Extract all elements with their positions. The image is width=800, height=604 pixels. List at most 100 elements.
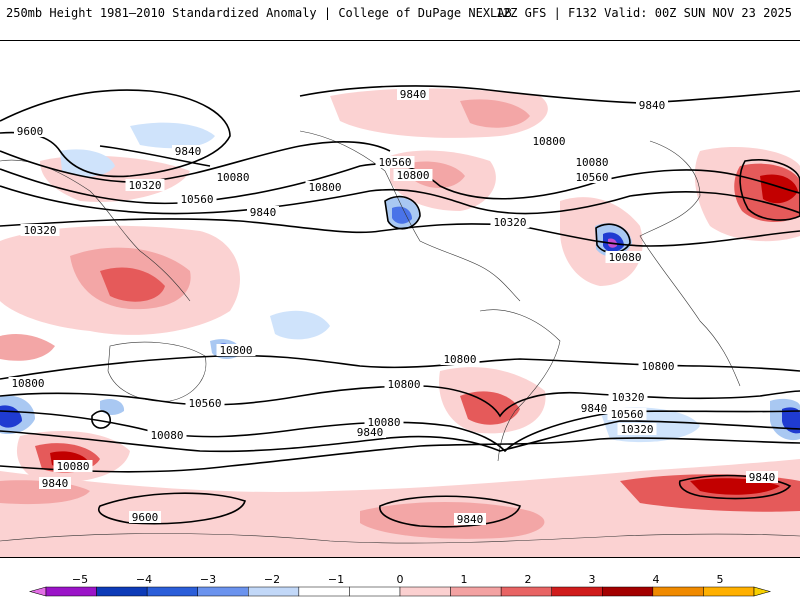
contour-9600-sh: [98, 492, 246, 525]
contour-label: 10320: [611, 391, 644, 404]
contour-label-bg: [608, 391, 648, 403]
contour-label-bg: [20, 224, 60, 236]
contour-label-bg: [305, 181, 345, 193]
contour-label-bg: [638, 360, 678, 372]
contour-label: 10080: [575, 156, 608, 169]
colorbar-tip-low: [28, 586, 47, 597]
colorbar-segment: [551, 586, 603, 597]
coast-south-america: [479, 309, 561, 462]
contour-10800-sh: [0, 354, 800, 380]
neg-anomaly-east-south-core: [782, 407, 800, 434]
contour-label: 9840: [42, 477, 69, 490]
colorbar-segment: [652, 586, 704, 597]
contour-label-bg: [607, 408, 647, 420]
colorbar-segment: [450, 586, 502, 597]
pos-anomaly-antarctic-mid: [360, 502, 545, 539]
contour-label: 10560: [188, 397, 221, 410]
contour-label: 10080: [367, 416, 400, 429]
contour-label: 10800: [396, 169, 429, 182]
contour-label-bg: [393, 169, 433, 181]
pos-anomaly-america-core: [410, 161, 465, 188]
contour-9840-se-ring: [678, 474, 792, 500]
contour-label: 10560: [180, 193, 213, 206]
contour-label-bg: [8, 377, 48, 389]
header: 250mb Height 1981–2010 Standardized Anom…: [0, 0, 800, 28]
contour-label: 9840: [357, 426, 384, 439]
colorbar-segment: [146, 586, 198, 597]
contour-label-bg: [529, 135, 569, 147]
contour-label-bg: [397, 88, 429, 100]
contour-label: 9840: [581, 402, 608, 415]
neg-anomaly-north-pacific: [130, 122, 215, 149]
contour-label: 10800: [532, 135, 565, 148]
neg-anomaly-ross: [100, 399, 125, 415]
contour-label: 10560: [378, 156, 411, 169]
contour-label-bg: [572, 171, 612, 183]
colorbar-segment: [349, 586, 401, 597]
pos-anomaly-maritime-core: [100, 267, 165, 302]
contour-label-bg: [129, 511, 161, 523]
colorbar-tip-high: [753, 586, 772, 597]
colorbar: −5 −4 −3 −2 −1 0 1 2 3 4 5: [0, 568, 800, 600]
contour-10800-nh: [0, 218, 800, 247]
colorbar-tick-label: 3: [589, 573, 596, 586]
contour-label: 9840: [639, 99, 666, 112]
colorbar-tick-label: −2: [264, 573, 280, 586]
colorbar-scale: −5 −4 −3 −2 −1 0 1 2 3 4 5: [28, 573, 772, 597]
colorbar-segment: [248, 586, 300, 597]
contour-label: 10800: [308, 181, 341, 194]
contour-label: 9840: [175, 145, 202, 158]
contour-label: 10080: [216, 171, 249, 184]
coast-antarctica: [0, 533, 800, 544]
contour-label-bg: [605, 251, 645, 263]
contour-9840-south-ring: [379, 495, 521, 528]
contour-label-bg: [177, 193, 217, 205]
contour-label-bg: [490, 216, 530, 228]
contour-9840-sh: [0, 437, 800, 473]
neg-anomaly-west-pacific: [60, 149, 115, 177]
colorbar-tick-label: −4: [136, 573, 152, 586]
contour-label: 10800: [641, 360, 674, 373]
contour-label-bg: [216, 344, 256, 356]
contour-label: 10080: [608, 251, 641, 264]
contour-9840-arctic: [299, 85, 800, 104]
contour-labels: 9840984096009840100801032010560108001080…: [8, 88, 778, 526]
colorbar-tick-label: −3: [200, 573, 216, 586]
contour-label: 10320: [620, 423, 653, 436]
colorbar-segment: [298, 586, 350, 597]
contour-label-bg: [185, 397, 225, 409]
contour-9600: [99, 145, 211, 167]
pos-anomaly-south-america-core: [460, 391, 520, 425]
contour-label-bg: [147, 429, 187, 441]
colorbar-tick-label: 0: [397, 573, 404, 586]
contour-label: 9600: [17, 125, 44, 138]
contour-azores-ring: [595, 223, 631, 254]
contour-europe-ring: [739, 159, 800, 221]
colorbar-segment: [399, 586, 451, 597]
colorbar-segment: [96, 586, 148, 597]
contour-label-bg: [375, 156, 415, 168]
contour-10080-nh: [0, 141, 391, 183]
contour-9840-north: [0, 89, 231, 178]
colorbar-segment: [602, 586, 654, 597]
contour-10560-nh: [0, 185, 800, 215]
contour-label-bg: [172, 145, 204, 157]
pos-anomaly-europe-core: [760, 174, 798, 204]
contour-label-bg: [454, 513, 486, 525]
product-title: 250mb Height 1981–2010 Standardized Anom…: [6, 6, 512, 20]
contour-label-bg: [617, 423, 657, 435]
contour-label-bg: [746, 471, 778, 483]
contour-label: 10560: [575, 171, 608, 184]
colorbar-tick-label: 1: [461, 573, 468, 586]
anomaly-map: 9840984096009840100801032010560108001080…: [0, 85, 800, 557]
coast-europe-africa: [639, 140, 741, 387]
contour-label: 10800: [387, 378, 420, 391]
colorbar-segment: [197, 586, 249, 597]
contour-ross-ring: [91, 410, 111, 429]
contour-label-bg: [125, 179, 165, 191]
coast-australia: [107, 341, 207, 402]
contour-label-bg: [636, 99, 668, 111]
contour-label: 10800: [443, 353, 476, 366]
neg-anomaly-baja-core: [392, 206, 412, 224]
contour-label-bg: [39, 477, 71, 489]
